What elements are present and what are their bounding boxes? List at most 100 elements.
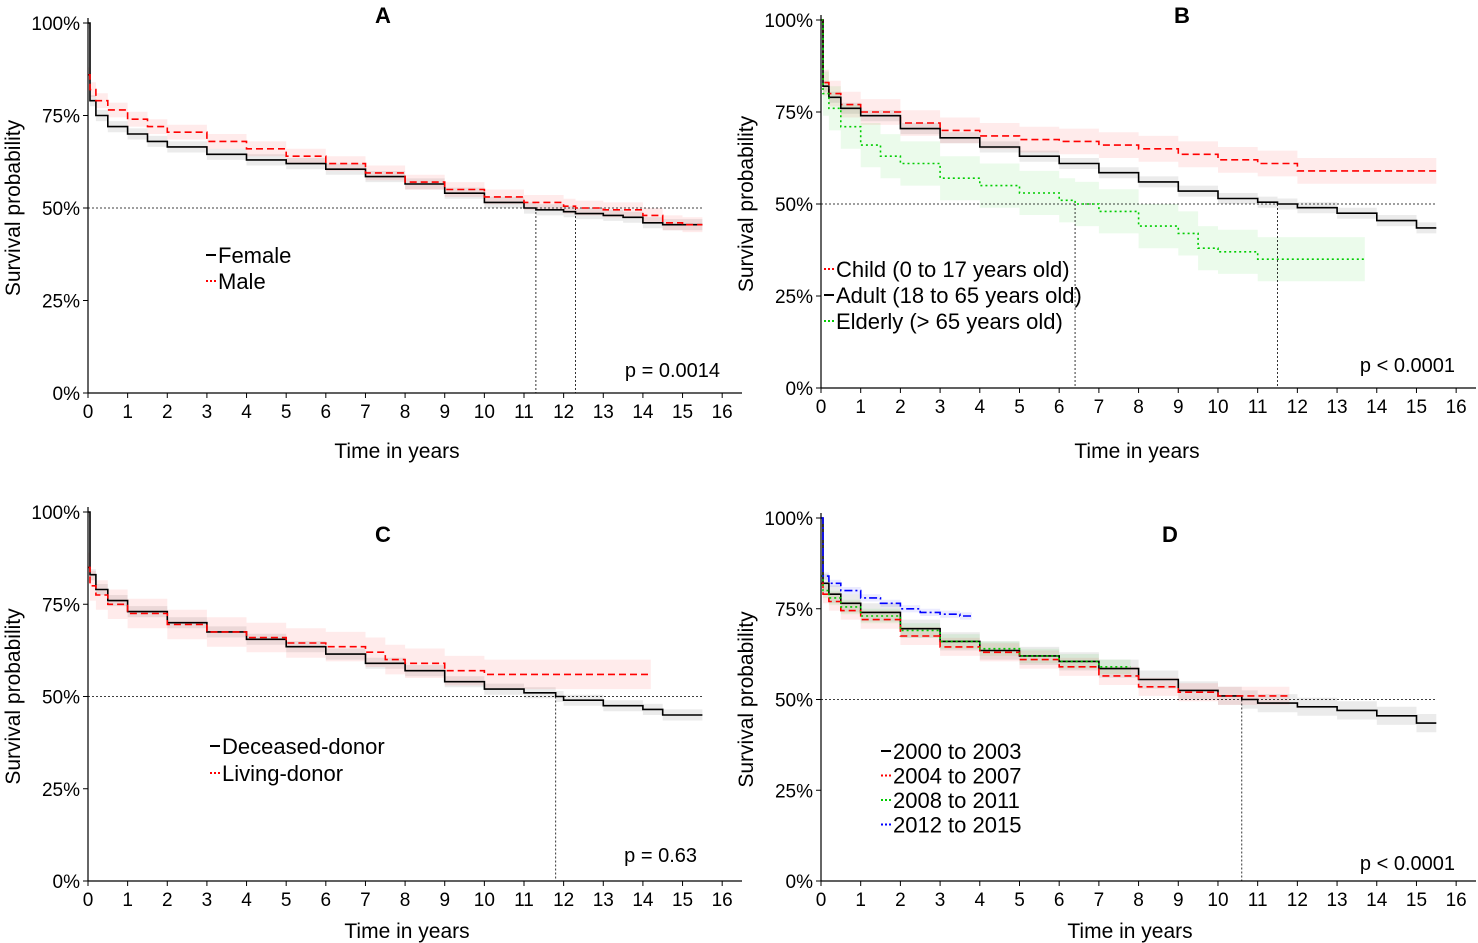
panel-b-series-1 bbox=[821, 19, 1437, 229]
panel-b-x-tick-16: 16 bbox=[1446, 397, 1467, 418]
panel-a-y-tick-75: 75% bbox=[42, 107, 80, 128]
panel-d-x-tick-10: 10 bbox=[1207, 890, 1228, 911]
panel-a-x-tick-4: 4 bbox=[241, 402, 252, 423]
panel-c-x-tick-10: 10 bbox=[474, 890, 495, 911]
panel-b-legend-label-2: Elderly (> 65 years old) bbox=[836, 309, 1063, 334]
panel-a-x-tick-10: 10 bbox=[474, 402, 495, 423]
panel-d-y-tick-50: 50% bbox=[775, 691, 813, 712]
panel-c-x-tick-7: 7 bbox=[360, 890, 371, 911]
panel-d-p-value: p < 0.0001 bbox=[1360, 853, 1455, 875]
panel-a-y-tick-50: 50% bbox=[42, 199, 80, 220]
panel-d-x-tick-13: 13 bbox=[1326, 890, 1347, 911]
panel-b-ci-band-0 bbox=[821, 20, 1437, 184]
panel-a-legend-label-1: Male bbox=[218, 269, 266, 294]
panel-c-legend-label-0: Deceased-donor bbox=[222, 734, 385, 759]
panel-d-x-tick-2: 2 bbox=[895, 890, 906, 911]
panel-a-x-tick-6: 6 bbox=[321, 402, 332, 423]
panel-d-x-tick-3: 3 bbox=[935, 890, 946, 911]
panel-a-x-tick-5: 5 bbox=[281, 402, 292, 423]
panel-d-x-tick-9: 9 bbox=[1173, 890, 1184, 911]
panel-c-x-tick-5: 5 bbox=[281, 890, 292, 911]
panel-a-x-tick-13: 13 bbox=[593, 402, 614, 423]
panel-d-x-tick-7: 7 bbox=[1094, 890, 1105, 911]
panel-b-x-tick-10: 10 bbox=[1207, 397, 1228, 418]
panel-a-y-tick-25: 25% bbox=[42, 292, 80, 313]
panel-c-ci-band-1 bbox=[88, 552, 651, 690]
panel-b-y-tick-0: 0% bbox=[786, 379, 814, 400]
panel-b-x-tick-7: 7 bbox=[1094, 397, 1105, 418]
panel-c-series-1 bbox=[88, 566, 651, 676]
panel-a-x-tick-11: 11 bbox=[514, 402, 534, 423]
panel-c-x-tick-0: 0 bbox=[83, 890, 94, 911]
panel-d-legend-label-0: 2000 to 2003 bbox=[893, 739, 1021, 764]
panel-b-y-tick-100: 100% bbox=[764, 11, 813, 32]
panel-c-y-tick-0: 0% bbox=[53, 872, 81, 893]
panel-d-series-3 bbox=[821, 517, 972, 617]
panel-a-series-1 bbox=[88, 74, 703, 226]
panel-d-x-tick-11: 11 bbox=[1248, 890, 1268, 911]
panel-c-y-tick-25: 25% bbox=[42, 780, 80, 801]
panel-c-x-tick-2: 2 bbox=[162, 890, 173, 911]
panel-c-x-tick-11: 11 bbox=[514, 890, 534, 911]
panel-a-x-label: Time in years bbox=[334, 440, 459, 463]
panel-d-y-tick-100: 100% bbox=[764, 509, 813, 530]
panel-a-title: A bbox=[375, 3, 391, 28]
panel-b-y-tick-25: 25% bbox=[775, 287, 813, 308]
panel-d-y-tick-75: 75% bbox=[775, 600, 813, 621]
panel-b-x-tick-3: 3 bbox=[935, 397, 946, 418]
panel-b-x-tick-15: 15 bbox=[1406, 397, 1427, 418]
panel-a-x-tick-0: 0 bbox=[83, 402, 94, 423]
panel-c-series-0 bbox=[88, 511, 703, 716]
panel-d-ci-band-3 bbox=[821, 518, 972, 620]
panel-d: 0 1 2 3 4 5 6 7 8 9 10 11 12 13 14 15 160%25%50%75%100%T… bbox=[735, 509, 1476, 943]
panel-b-y-label: Survival probability bbox=[735, 115, 758, 292]
panel-b-x-tick-1: 1 bbox=[855, 397, 866, 418]
panel-b-y-tick-50: 50% bbox=[775, 195, 813, 216]
panel-a-x-tick-9: 9 bbox=[439, 402, 450, 423]
panel-c-x-label: Time in years bbox=[344, 920, 469, 943]
panel-d-x-tick-6: 6 bbox=[1054, 890, 1065, 911]
panel-d-x-tick-0: 0 bbox=[816, 890, 827, 911]
panel-d-x-tick-8: 8 bbox=[1133, 890, 1144, 911]
panel-c: 0 1 2 3 4 5 6 7 8 9 10 11 12 13 14 15 160%25%50%75%100%T… bbox=[2, 503, 742, 943]
panel-b-x-tick-14: 14 bbox=[1366, 397, 1388, 418]
panel-c-x-tick-16: 16 bbox=[712, 890, 733, 911]
panel-a-series-0 bbox=[88, 22, 703, 226]
panel-c-y-tick-100: 100% bbox=[31, 503, 80, 524]
panel-d-x-tick-5: 5 bbox=[1014, 890, 1025, 911]
panel-d-x-tick-15: 15 bbox=[1406, 890, 1427, 911]
panel-b-x-tick-13: 13 bbox=[1326, 397, 1347, 418]
panel-d-legend-label-3: 2012 to 2015 bbox=[893, 813, 1021, 838]
panel-a: 0 1 2 3 4 5 6 7 8 9 10 11 12 13 14 15 160%25%50%75%100%T… bbox=[2, 3, 742, 463]
panel-d-ci-band-1 bbox=[821, 574, 1290, 705]
panel-c-title: C bbox=[375, 522, 391, 547]
panel-c-x-tick-6: 6 bbox=[321, 890, 332, 911]
panel-c-p-value: p = 0.63 bbox=[624, 845, 697, 867]
panel-d-series-2 bbox=[821, 575, 1131, 668]
panel-d-y-tick-25: 25% bbox=[775, 781, 813, 802]
panel-c-x-tick-12: 12 bbox=[553, 890, 574, 911]
panel-b-legend: Child (0 to 17 years old)Adult (18 to 65… bbox=[824, 257, 1082, 334]
panel-b-x-tick-6: 6 bbox=[1054, 397, 1065, 418]
panel-b-x-label: Time in years bbox=[1074, 440, 1199, 463]
panel-d-ci-band-2 bbox=[821, 568, 1131, 675]
panel-a-x-tick-7: 7 bbox=[360, 402, 371, 423]
panel-d-legend-label-2: 2008 to 2011 bbox=[893, 788, 1020, 813]
panel-d-x-tick-1: 1 bbox=[855, 890, 866, 911]
panel-a-p-value: p = 0.0014 bbox=[625, 360, 720, 382]
panel-b-x-tick-8: 8 bbox=[1133, 397, 1144, 418]
panel-d-x-tick-12: 12 bbox=[1287, 890, 1308, 911]
panel-c-x-tick-8: 8 bbox=[400, 890, 411, 911]
panel-a-x-tick-16: 16 bbox=[712, 402, 733, 423]
panel-b-x-tick-11: 11 bbox=[1248, 397, 1268, 418]
panel-b-series-2 bbox=[821, 19, 1365, 260]
panel-a-x-tick-2: 2 bbox=[162, 402, 173, 423]
panel-d-x-tick-14: 14 bbox=[1366, 890, 1388, 911]
panel-b-p-value: p < 0.0001 bbox=[1360, 355, 1455, 377]
panel-c-x-tick-15: 15 bbox=[672, 890, 693, 911]
panel-b-x-tick-5: 5 bbox=[1014, 397, 1025, 418]
panel-b-x-tick-4: 4 bbox=[974, 397, 985, 418]
